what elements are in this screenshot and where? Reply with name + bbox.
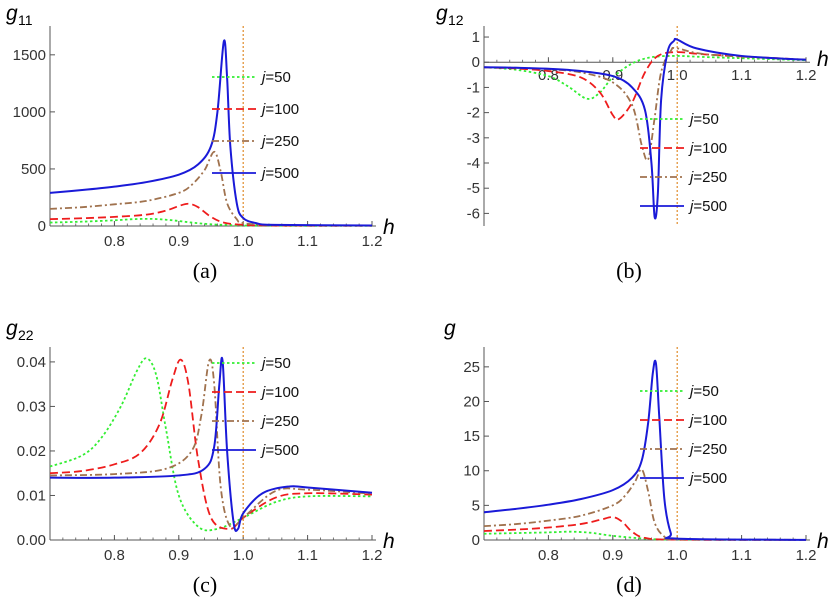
- legend-label: j=500: [688, 470, 727, 487]
- series-line-j-100: [50, 202, 373, 227]
- series-line-j-50: [484, 55, 807, 100]
- legend-label: j=50: [688, 111, 719, 128]
- x-tick-label: 0.8: [104, 547, 125, 564]
- y-tick-label: 1: [472, 29, 480, 46]
- y-tick-label: -2: [467, 105, 480, 122]
- x-tick-label: 0.9: [602, 547, 623, 564]
- panel-c: 0.8 0.9 1.0 1.1 1.2 0.00 0.01 0.02 0.03 0.04 j=50 j…: [6, 317, 395, 597]
- y-tick-label: 0: [38, 218, 46, 235]
- series-line-j-50: [50, 357, 373, 532]
- x-axis-label: h: [383, 530, 395, 553]
- legend-label: j=50: [688, 383, 719, 400]
- legend-label: j=500: [260, 165, 299, 182]
- panel-a: 0.8 0.9 1.0 1.1 1.2 0 500 1000 1500 j=50 j=100 j=25…: [6, 2, 395, 283]
- legend-label: j=250: [688, 169, 727, 186]
- y-axis-label-subscript: 22: [18, 327, 34, 343]
- x-tick-label: 1.0: [667, 547, 688, 564]
- y-tick-label: -6: [467, 205, 480, 222]
- legend-label: j=100: [688, 140, 727, 157]
- y-axis-label: g: [436, 2, 448, 25]
- legend-label: j=50: [260, 69, 291, 86]
- x-axis-label: h: [817, 48, 829, 71]
- x-tick-label: 1.0: [233, 547, 254, 564]
- y-tick-label: -1: [467, 79, 480, 96]
- legend-label: j=100: [688, 412, 727, 429]
- y-axis-label-subscript: 12: [448, 12, 464, 28]
- panel-d: 0.8 0.9 1.0 1.1 1.2 0 5 10 15 20 25 j=50 j=100 j=250 j…: [444, 317, 829, 597]
- legend-label: j=250: [260, 413, 299, 430]
- series-line-j-500: [50, 39, 373, 227]
- y-tick-label: -5: [467, 180, 480, 197]
- series-line-j-100: [484, 51, 807, 121]
- series-line-j-500: [484, 37, 807, 220]
- legend-label: j=250: [688, 441, 727, 458]
- y-tick-label: 0.00: [17, 532, 46, 549]
- series-line-j-500: [484, 359, 807, 541]
- x-axis-label: h: [383, 216, 395, 239]
- panel-caption: (b): [616, 258, 642, 283]
- x-axis-label: h: [817, 530, 829, 553]
- x-tick-label: 1.1: [297, 547, 318, 564]
- y-tick-label: 1500: [13, 47, 46, 64]
- y-axis-label: g: [6, 2, 18, 25]
- y-tick-label: 20: [463, 393, 480, 410]
- series-line-j-250: [484, 468, 807, 541]
- x-tick-label: 1.2: [362, 233, 383, 250]
- panel-caption: (a): [193, 258, 217, 283]
- y-tick-label: -3: [467, 130, 480, 147]
- panel-caption: (d): [616, 572, 642, 597]
- panel-caption: (c): [193, 572, 217, 597]
- y-tick-label: 500: [21, 161, 46, 178]
- panel-b: 0.8 0.9 1.0 1.1 1.210-1-2-3-4-5-6j=50j=100j=…: [436, 2, 829, 283]
- legend-label: j=100: [260, 101, 299, 118]
- x-tick-label: 1.0: [233, 233, 254, 250]
- series-line-j-250: [484, 46, 807, 162]
- y-tick-label: 25: [463, 359, 480, 376]
- y-tick-label: 0.04: [17, 354, 46, 371]
- series-line-j-250: [50, 150, 373, 227]
- y-tick-label: -4: [467, 155, 480, 172]
- legend-label: j=250: [260, 133, 299, 150]
- series-line-j-500: [50, 356, 373, 532]
- y-tick-label: 5: [472, 497, 480, 514]
- y-tick-label: 0: [472, 532, 480, 549]
- legend-label: j=100: [260, 384, 299, 401]
- y-tick-label: 0.03: [17, 398, 46, 415]
- x-tick-label: 1.1: [731, 67, 752, 84]
- legend-label: j=500: [260, 442, 299, 459]
- y-axis-label: g: [444, 317, 456, 340]
- legend-label: j=50: [260, 355, 291, 372]
- x-tick-label: 0.9: [168, 547, 189, 564]
- series-line-j-100: [50, 358, 373, 530]
- x-tick-label: 1.2: [796, 547, 817, 564]
- y-tick-label: 10: [463, 463, 480, 480]
- x-tick-label: 1.1: [297, 233, 318, 250]
- series-line-j-250: [50, 358, 373, 530]
- y-tick-label: 0.01: [17, 487, 46, 504]
- series-line-j-100: [484, 516, 807, 541]
- legend-label: j=500: [688, 198, 727, 215]
- x-tick-label: 0.8: [104, 233, 125, 250]
- x-tick-label: 1.2: [796, 67, 817, 84]
- y-tick-label: 1000: [13, 104, 46, 121]
- y-tick-label: 15: [463, 428, 480, 445]
- x-tick-label: 1.1: [731, 547, 752, 564]
- y-axis-label: g: [6, 317, 18, 340]
- series-line-j-50: [484, 530, 807, 541]
- y-tick-label: 0.02: [17, 443, 46, 460]
- x-tick-label: 0.9: [168, 233, 189, 250]
- y-axis-label-subscript: 11: [18, 12, 33, 28]
- x-tick-label: 1.2: [362, 547, 383, 564]
- x-tick-label: 0.8: [538, 547, 559, 564]
- y-tick-label: 0: [472, 54, 480, 71]
